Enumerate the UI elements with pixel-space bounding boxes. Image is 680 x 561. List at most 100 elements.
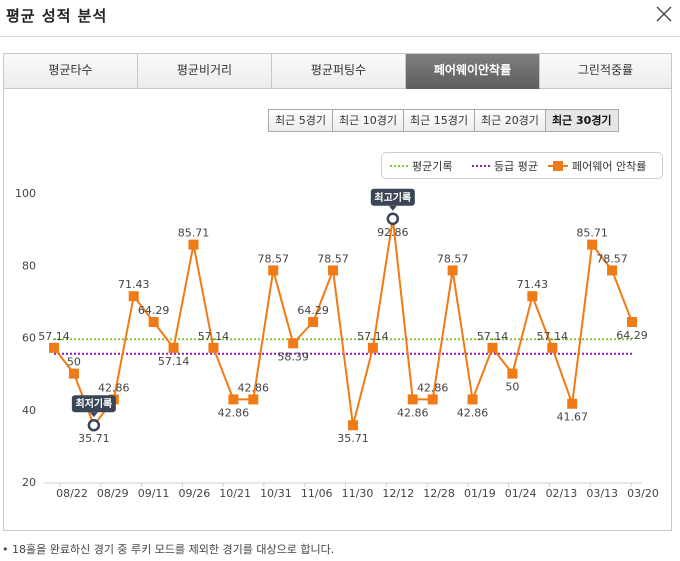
- data-point: [507, 368, 518, 379]
- data-point: [268, 265, 279, 276]
- worst-record-callout-bubble: [71, 395, 116, 413]
- range-last-30-button[interactable]: 최근 30경기: [545, 110, 618, 131]
- data-point: [228, 394, 239, 405]
- data-point: [367, 342, 378, 353]
- x-tick-label: 08/29: [97, 487, 129, 500]
- y-tick-label: 20: [22, 476, 36, 489]
- data-point: [308, 317, 319, 328]
- data-point: [128, 291, 139, 302]
- tab-average-strokes[interactable]: 평균타수: [4, 54, 138, 89]
- x-tick-label: 12/12: [382, 487, 414, 500]
- best-record-callout-label: 최고기록: [374, 191, 411, 204]
- x-tick-label: 12/28: [423, 487, 455, 500]
- data-label: 71.43: [118, 278, 150, 291]
- footnote: • 18홀을 완료하신 경기 중 루키 모드를 제외한 경기를 대상으로 합니다…: [2, 543, 335, 556]
- data-label: 78.57: [596, 252, 628, 265]
- data-label: 41.67: [556, 411, 588, 424]
- data-label: 71.43: [517, 278, 549, 291]
- data-point: [407, 394, 418, 405]
- legend-average-record: 평균기록: [390, 159, 452, 173]
- range-last-20-button[interactable]: 최근 20경기: [474, 110, 546, 131]
- data-label: 42.86: [417, 381, 449, 394]
- data-point: [607, 265, 618, 276]
- data-point: [627, 317, 637, 328]
- tab-average-putts[interactable]: 평균퍼팅수: [272, 54, 406, 89]
- y-tick-label: 100: [15, 187, 36, 200]
- data-label: 57.14: [477, 330, 509, 343]
- legend-series-swatch: [548, 161, 568, 171]
- x-tick-label: 11/30: [342, 487, 374, 500]
- data-point: [567, 398, 578, 409]
- data-point: [467, 394, 478, 405]
- data-point: [347, 420, 358, 431]
- legend-average-label: 평균기록: [412, 160, 453, 173]
- range-selector: 최근 5경기 최근 10경기 최근 15경기 최근 20경기 최근 30경기: [268, 109, 619, 132]
- min-point: [87, 418, 101, 432]
- chart-panel: 평균타수 평균비거리 평균퍼팅수 페어웨이안착률 그린적중률 최근 5경기 최근…: [3, 53, 672, 531]
- tab-fairway-accuracy[interactable]: 페어웨이안착률: [406, 54, 540, 89]
- worst-record-callout-pointer: [89, 412, 98, 418]
- data-label: 92.86: [377, 226, 409, 239]
- x-tick-label: 10/21: [219, 487, 251, 500]
- data-point: [547, 342, 558, 353]
- x-tick-label: 03/13: [586, 487, 618, 500]
- chart-legend: 평균기록 등급 평균 페어웨어 안착률: [381, 152, 663, 179]
- title-bar: 평균 성적 분석: [0, 0, 680, 36]
- data-label: 50: [67, 356, 81, 369]
- data-point: [288, 338, 299, 349]
- data-label: 57.14: [357, 330, 389, 343]
- data-label: 64.29: [616, 329, 648, 342]
- data-point: [427, 394, 438, 405]
- y-tick-label: 60: [22, 332, 36, 345]
- x-tick-label: 09/26: [179, 487, 211, 500]
- data-label: 42.86: [98, 381, 130, 394]
- data-point: [49, 342, 59, 353]
- legend-series: 페어웨어 안착률: [548, 159, 646, 173]
- data-label: 78.57: [437, 252, 469, 265]
- x-tick-label: 01/24: [505, 487, 537, 500]
- data-label: 57.14: [198, 330, 230, 343]
- data-label: 42.86: [457, 406, 489, 419]
- data-label: 42.86: [218, 406, 250, 419]
- data-point: [188, 239, 199, 250]
- data-point: [208, 342, 219, 353]
- x-tick-label: 03/20: [627, 487, 659, 500]
- legend-series-label: 페어웨어 안착률: [572, 160, 647, 173]
- legend-grade-swatch: [472, 165, 490, 167]
- title-divider: [0, 36, 680, 37]
- best-record-callout-bubble: [370, 188, 415, 206]
- x-tick-label: 11/06: [301, 487, 333, 500]
- data-label: 78.57: [317, 252, 349, 265]
- close-button[interactable]: [654, 4, 674, 24]
- legend-grade-average: 등급 평균: [472, 159, 538, 173]
- data-point: [168, 342, 179, 353]
- tab-average-distance[interactable]: 평균비거리: [138, 54, 272, 89]
- series-line: [53, 218, 633, 428]
- legend-average-swatch: [390, 165, 408, 167]
- close-icon: [656, 6, 672, 22]
- window-title: 평균 성적 분석: [6, 7, 108, 25]
- data-label: 85.71: [576, 227, 608, 240]
- worst-record-callout-label: 최저기록: [75, 397, 112, 410]
- x-tick-label: 10/31: [260, 487, 292, 500]
- data-label: 42.86: [397, 406, 429, 419]
- data-point: [328, 265, 339, 276]
- data-label: 57.14: [158, 355, 190, 368]
- data-point: [527, 291, 538, 302]
- best-record-callout-pointer: [388, 205, 397, 211]
- data-label: 78.57: [257, 252, 289, 265]
- data-label: 35.71: [78, 432, 110, 445]
- data-label: 64.29: [138, 304, 170, 317]
- tab-green-in-regulation[interactable]: 그린적중률: [540, 54, 671, 89]
- range-last-10-button[interactable]: 최근 10경기: [332, 110, 404, 131]
- data-label: 57.14: [537, 330, 569, 343]
- data-point: [487, 342, 498, 353]
- y-tick-label: 40: [22, 404, 36, 417]
- data-point: [248, 394, 259, 405]
- data-label: 35.71: [337, 432, 369, 445]
- range-last-5-button[interactable]: 최근 5경기: [269, 110, 333, 131]
- legend-grade-label: 등급 평균: [494, 160, 538, 173]
- data-point: [587, 239, 598, 250]
- range-last-15-button[interactable]: 최근 15경기: [403, 110, 475, 131]
